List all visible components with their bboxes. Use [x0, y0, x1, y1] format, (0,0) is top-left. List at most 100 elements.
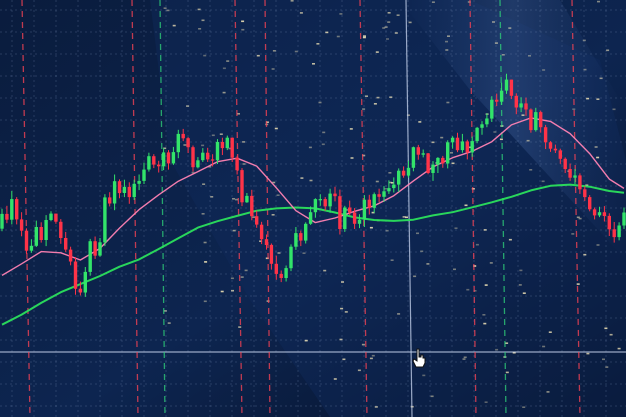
- candle-up: [44, 220, 48, 240]
- window-light: [167, 322, 171, 324]
- window-light: [463, 356, 467, 359]
- candle-up: [294, 233, 298, 247]
- candle-up: [176, 133, 180, 153]
- window-light: [235, 198, 238, 201]
- candle-down: [68, 249, 73, 262]
- window-light: [361, 343, 365, 346]
- window-light: [585, 184, 589, 187]
- window-light: [371, 211, 375, 214]
- window-light: [271, 68, 275, 70]
- window-light: [256, 54, 260, 57]
- candle-up: [475, 127, 479, 142]
- window-light: [576, 216, 580, 219]
- window-light: [341, 281, 344, 283]
- candle-down: [157, 164, 161, 167]
- window-light: [210, 196, 214, 198]
- window-light: [376, 96, 380, 99]
- window-light: [362, 108, 366, 110]
- window-light: [203, 54, 207, 57]
- window-light: [265, 121, 269, 123]
- candle-up: [88, 241, 92, 272]
- window-light: [228, 147, 232, 150]
- window-light: [447, 35, 450, 37]
- window-light: [576, 283, 580, 285]
- candle-down: [441, 157, 445, 164]
- window-light: [211, 134, 215, 137]
- candle-down: [59, 221, 63, 238]
- window-light: [191, 171, 195, 174]
- candle-down: [181, 133, 185, 139]
- dash-line: [131, 0, 139, 417]
- window-light: [466, 288, 470, 291]
- window-light: [445, 49, 449, 51]
- candle-up: [460, 141, 465, 151]
- window-light: [426, 263, 430, 265]
- window-light: [440, 136, 444, 139]
- candle-down: [583, 189, 587, 198]
- window-light: [596, 156, 600, 159]
- window-light: [445, 40, 448, 43]
- candle-up: [480, 124, 484, 128]
- candle-up: [313, 199, 318, 213]
- window-light: [276, 194, 280, 196]
- window-light: [416, 232, 419, 235]
- window-light: [302, 252, 306, 254]
- window-light: [300, 177, 304, 179]
- window-light: [499, 138, 503, 141]
- window-light: [325, 31, 329, 34]
- candle-up: [499, 90, 504, 102]
- window-light: [387, 21, 391, 23]
- candle-down: [509, 79, 514, 96]
- candle-up: [308, 212, 313, 224]
- window-light: [318, 101, 322, 104]
- candle-down: [191, 147, 195, 168]
- window-light: [242, 141, 246, 143]
- candle-down: [220, 142, 225, 149]
- window-light: [350, 157, 354, 159]
- window-light: [612, 108, 616, 111]
- window-light: [271, 214, 275, 216]
- candle-up: [343, 207, 347, 229]
- window-light: [371, 354, 375, 357]
- window-light: [232, 229, 236, 232]
- candle-up: [225, 137, 229, 149]
- window-light: [397, 313, 401, 315]
- candle-up: [617, 225, 621, 238]
- window-light: [413, 275, 417, 278]
- window-light: [201, 213, 205, 215]
- candle-up: [49, 213, 53, 220]
- candle-up: [357, 219, 362, 224]
- window-light: [467, 1, 471, 3]
- candle-down: [240, 170, 244, 203]
- dash-line: [571, 0, 581, 417]
- window-light: [505, 371, 509, 374]
- candle-down: [274, 263, 278, 274]
- candle-down: [279, 273, 283, 278]
- window-light: [388, 172, 392, 174]
- window-light: [274, 127, 278, 130]
- window-light: [385, 229, 389, 232]
- candle-down: [73, 261, 78, 289]
- candle-down: [529, 109, 533, 131]
- candle-down: [127, 186, 131, 198]
- window-light: [391, 182, 394, 184]
- candle-up: [485, 118, 489, 125]
- candle-down: [539, 112, 543, 128]
- window-light: [384, 26, 388, 28]
- window-light: [277, 252, 281, 254]
- candle-down: [524, 103, 528, 110]
- window-light: [375, 51, 379, 53]
- window-light: [344, 311, 348, 313]
- window-light: [259, 240, 263, 242]
- candles: [0, 73, 626, 297]
- window-light: [226, 60, 230, 62]
- candle-down: [607, 215, 611, 230]
- candle-up: [29, 245, 34, 251]
- dash-line: [359, 0, 368, 417]
- window-light: [602, 358, 605, 361]
- candle-down: [338, 196, 342, 229]
- window-light: [542, 345, 546, 348]
- window-light: [363, 35, 366, 37]
